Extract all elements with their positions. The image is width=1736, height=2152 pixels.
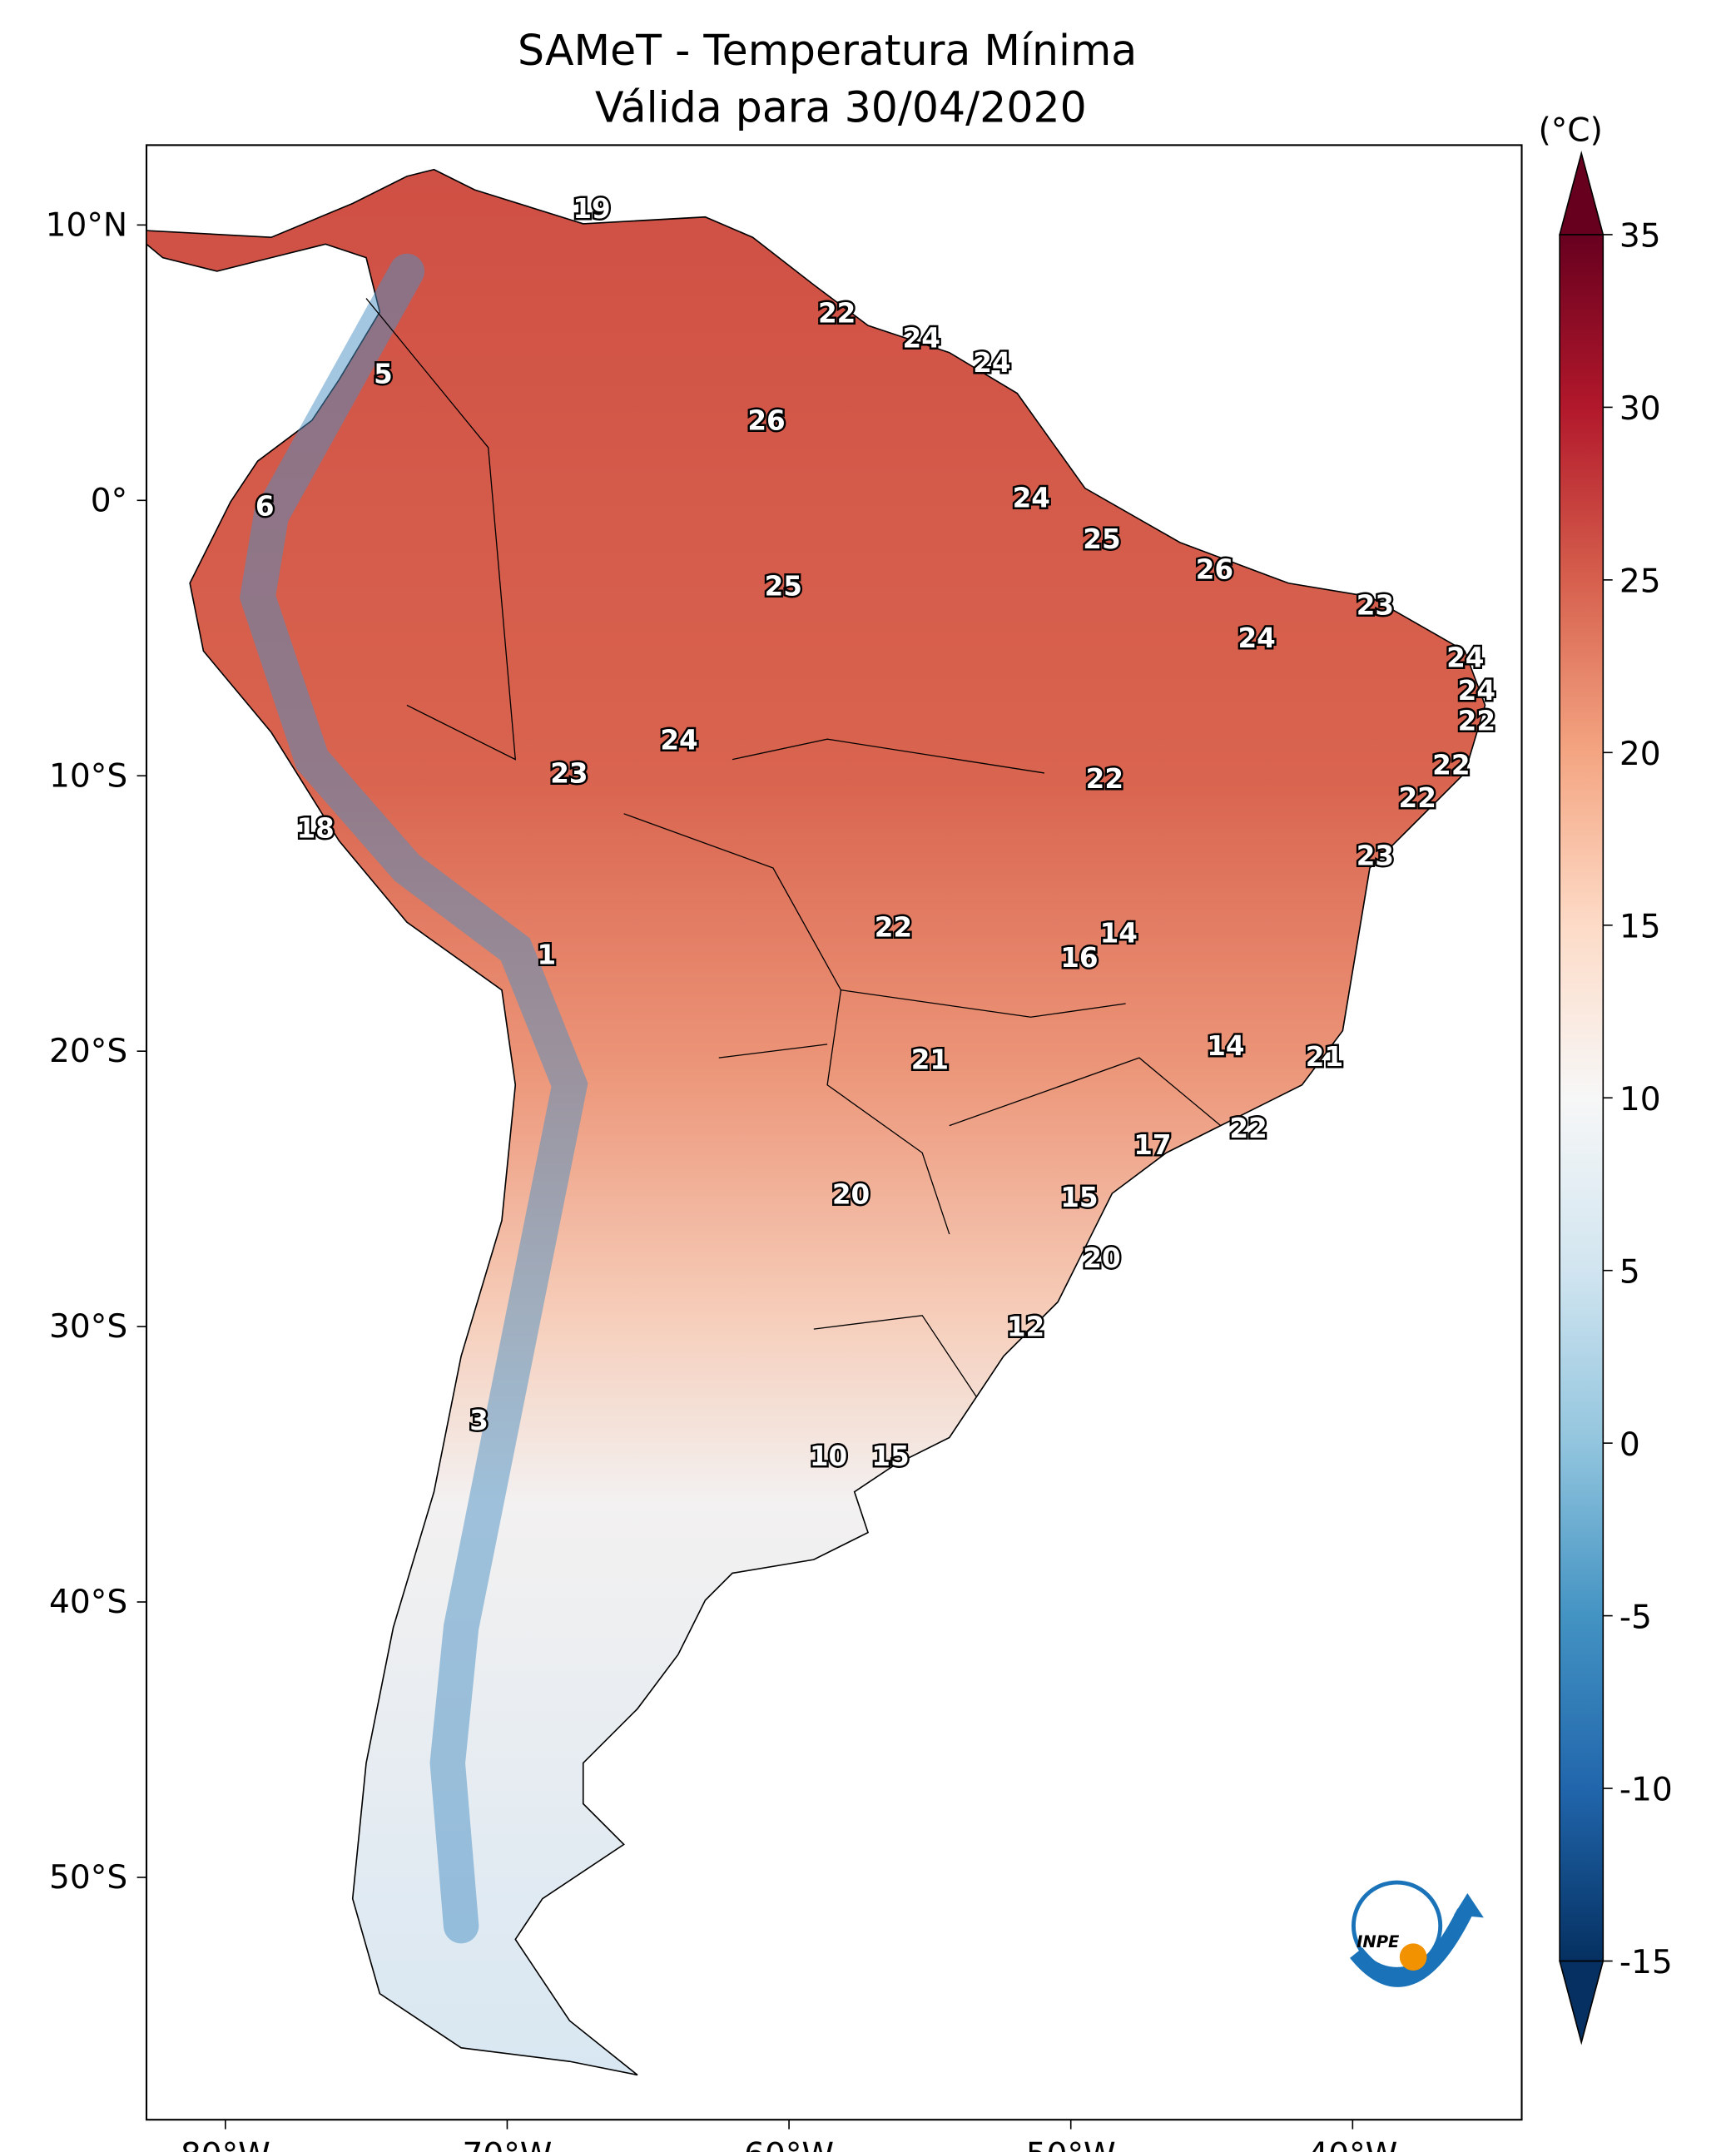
subtitle: Válida para 30/04/2020 xyxy=(595,83,1087,132)
colorbar-tick-label: 15 xyxy=(1619,908,1661,945)
inpe-logo: INPE xyxy=(1350,1880,1484,1987)
colorbar-extend-bottom xyxy=(1559,1960,1605,2045)
station-label: 22 xyxy=(1458,705,1495,736)
station-label: 12 xyxy=(1007,1312,1044,1343)
x-tick-label: 40°W xyxy=(1307,2137,1397,2152)
station-label: 6 xyxy=(255,490,275,522)
station-label: 16 xyxy=(1060,942,1098,974)
colorbar-extend-top xyxy=(1559,150,1605,236)
colorbar-tick-label: 35 xyxy=(1619,218,1661,255)
colorbar-tick-label: 20 xyxy=(1619,736,1661,773)
y-tick-label: 30°S xyxy=(49,1308,127,1346)
station-label: 19 xyxy=(573,193,610,225)
station-label: 25 xyxy=(765,570,802,602)
y-tick-label: 40°S xyxy=(49,1584,127,1621)
station-label: 14 xyxy=(1207,1030,1244,1062)
y-tick-label: 50°S xyxy=(49,1859,127,1897)
colorbar-tick-label: -10 xyxy=(1619,1772,1673,1809)
borders xyxy=(365,298,1222,1397)
station-label: 24 xyxy=(973,347,1010,379)
y-tick-label: 10°N xyxy=(46,206,128,244)
x-tick-label: 50°W xyxy=(1026,2137,1116,2152)
station-label: 24 xyxy=(1013,482,1050,513)
station-label: 22 xyxy=(1399,782,1436,814)
station-label: 24 xyxy=(1238,622,1276,654)
y-tick-label: 20°S xyxy=(49,1033,127,1070)
station-label: 10 xyxy=(810,1440,847,1472)
station-label: 17 xyxy=(1133,1129,1171,1161)
station-label: 5 xyxy=(374,358,393,389)
y-tick-label: 0° xyxy=(91,482,127,519)
x-tick-label: 80°W xyxy=(181,2137,270,2152)
colorbar-label: (°C) xyxy=(1538,112,1602,149)
colorbar-tick-label: 0 xyxy=(1619,1426,1640,1464)
colorbar-tick-label: 5 xyxy=(1619,1253,1640,1291)
station-label: 15 xyxy=(1060,1182,1098,1213)
colorbar-tick-label: -5 xyxy=(1619,1599,1652,1636)
station-label: 23 xyxy=(550,757,588,789)
station-label: 23 xyxy=(1357,840,1394,872)
station-label: 25 xyxy=(1083,523,1120,555)
station-label: 24 xyxy=(1446,642,1484,673)
x-tick-label: 70°W xyxy=(462,2137,552,2152)
station-label: 23 xyxy=(1357,589,1394,621)
colorbar-tick-label: 10 xyxy=(1619,1081,1661,1118)
station-label: 22 xyxy=(1432,749,1470,781)
colorbar-tick-label: 25 xyxy=(1619,563,1661,601)
station-label: 15 xyxy=(871,1440,909,1472)
station-label: 22 xyxy=(875,912,912,944)
station-label: 18 xyxy=(297,813,335,845)
andes-cold xyxy=(239,253,588,1944)
station-label: 3 xyxy=(469,1405,489,1436)
station-label: 26 xyxy=(747,405,785,437)
station-label: 20 xyxy=(832,1179,870,1211)
station-label: 24 xyxy=(1458,675,1495,707)
station-label: 24 xyxy=(660,725,697,756)
station-label: 22 xyxy=(1086,763,1123,795)
station-label: 14 xyxy=(1100,917,1138,949)
station-label: 20 xyxy=(1083,1242,1120,1274)
station-label: 1 xyxy=(538,940,557,971)
colorbar-tick-label: -15 xyxy=(1619,1944,1673,1981)
y-tick-label: 10°S xyxy=(49,757,127,795)
x-tick-label: 60°W xyxy=(744,2137,834,2152)
logo-text: INPE xyxy=(1357,1932,1400,1951)
station-label: 22 xyxy=(1229,1113,1267,1144)
title: SAMeT - Temperatura Mínima xyxy=(518,26,1137,75)
colorbar-tick-label: 30 xyxy=(1619,390,1661,428)
station-label: 21 xyxy=(911,1044,949,1076)
station-label: 21 xyxy=(1306,1041,1343,1073)
colorbar xyxy=(1559,234,1605,1962)
station-label: 26 xyxy=(1196,553,1233,585)
station-label: 22 xyxy=(818,298,856,330)
station-label: 24 xyxy=(903,322,940,354)
